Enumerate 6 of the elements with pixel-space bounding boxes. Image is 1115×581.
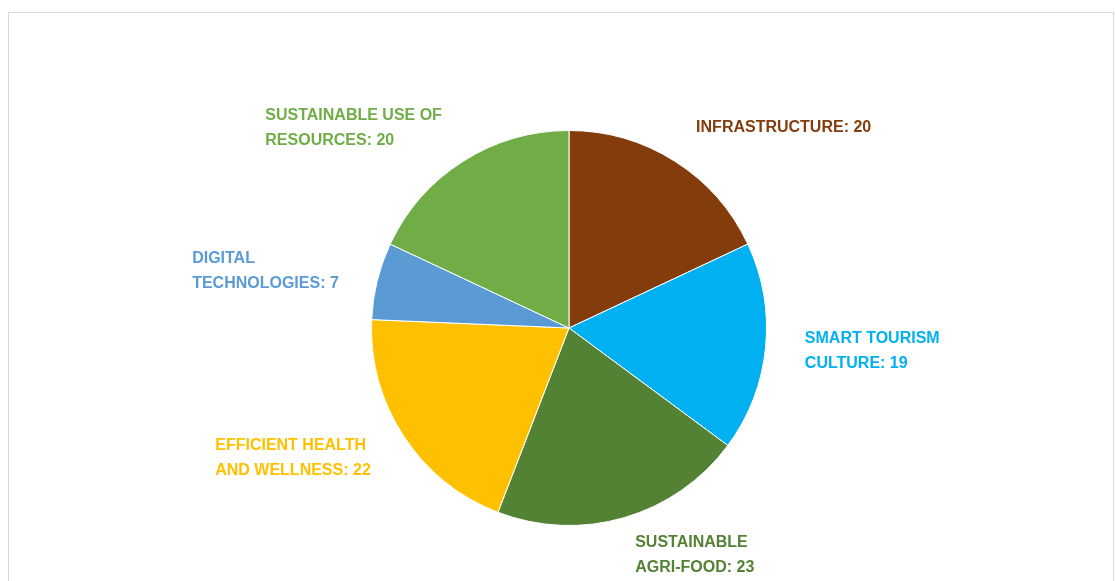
slice-label: SUSTAINABLE AGRI-FOOD: 23 [635,533,755,576]
slice-label: SMART TOURISM CULTURE: 19 [804,329,940,372]
slice-label: INFRASTRUCTURE: 20 [696,118,872,136]
slice-label: DIGITAL TECHNOLOGIES: 7 [192,249,339,292]
slice-label: SUSTAINABLE USE OF RESOURCES: 20 [265,105,443,148]
slice-label: EFFICIENT HEALTH AND WELLNESS: 22 [215,435,371,478]
